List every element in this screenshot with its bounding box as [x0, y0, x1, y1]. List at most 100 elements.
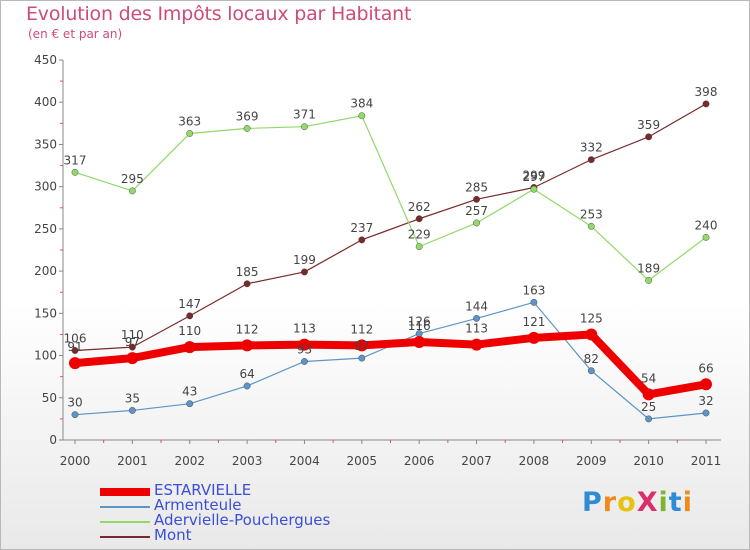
logo-letter: X — [636, 487, 659, 518]
data-label: 371 — [293, 108, 316, 122]
data-point — [301, 358, 308, 365]
data-point — [358, 112, 366, 120]
legend-label: ESTARVIELLE — [154, 481, 252, 499]
data-point — [702, 233, 710, 241]
data-label: 125 — [580, 311, 603, 325]
data-point — [69, 357, 81, 370]
data-label: 384 — [350, 97, 373, 111]
data-label: 229 — [408, 228, 431, 242]
data-point — [183, 341, 196, 354]
data-label: 93 — [297, 342, 312, 356]
legend-swatch — [100, 488, 150, 496]
data-point — [71, 347, 79, 354]
legend-swatch — [100, 506, 150, 508]
data-label: 262 — [408, 200, 431, 214]
data-label: 64 — [239, 367, 254, 381]
data-point — [415, 243, 423, 251]
data-point — [645, 276, 653, 284]
data-label: 97 — [354, 339, 369, 353]
proxiti-logo: ProXiti — [582, 487, 693, 518]
series-line-mont — [74, 103, 707, 352]
data-label: 116 — [408, 319, 431, 333]
data-point — [642, 388, 655, 401]
data-point — [243, 280, 251, 288]
x-tick-label: 2004 — [289, 454, 320, 468]
data-label: 126 — [408, 315, 431, 329]
data-point — [645, 415, 653, 423]
logo-letter: i — [658, 487, 669, 518]
x-tick-label: 2001 — [117, 454, 148, 468]
x-tick-label: 2006 — [404, 454, 435, 468]
data-point — [415, 215, 423, 223]
y-tick-label: 200 — [34, 264, 57, 278]
data-label: 163 — [522, 283, 545, 297]
x-tick-label: 2011 — [691, 454, 722, 468]
x-tick-label: 2000 — [60, 454, 91, 468]
data-label: 43 — [182, 385, 197, 399]
data-point — [530, 185, 538, 193]
data-label: 32 — [698, 394, 713, 408]
data-label: 30 — [67, 396, 82, 410]
data-point — [358, 236, 366, 244]
chart-subtitle: (en € et par an) — [28, 27, 123, 41]
data-label: 121 — [522, 315, 545, 329]
data-point — [413, 336, 426, 349]
data-point — [71, 168, 79, 176]
data-point — [587, 222, 595, 230]
data-point — [71, 411, 79, 419]
data-label: 240 — [695, 218, 718, 232]
y-tick-label: 300 — [34, 180, 57, 194]
y-tick-label: 150 — [34, 306, 57, 320]
x-tick-label: 2002 — [174, 454, 205, 468]
data-point — [530, 298, 538, 306]
logo-letter: t — [668, 487, 683, 518]
data-label: 299 — [522, 169, 545, 183]
x-tick-label: 2008 — [519, 454, 550, 468]
data-label: 82 — [584, 352, 599, 366]
y-tick-label: 100 — [34, 349, 57, 363]
x-tick-label: 2009 — [576, 454, 607, 468]
x-tick-label: 2005 — [347, 454, 378, 468]
data-point — [587, 367, 595, 375]
data-point — [186, 130, 194, 137]
data-point — [585, 328, 598, 341]
data-label: 237 — [350, 221, 373, 235]
y-tick-label: 0 — [49, 433, 57, 447]
data-label: 363 — [178, 114, 201, 128]
data-point — [128, 407, 136, 414]
data-point — [243, 124, 251, 132]
y-tick-label: 400 — [34, 95, 57, 109]
y-tick-label: 450 — [34, 53, 57, 67]
data-label: 189 — [637, 261, 660, 275]
data-point — [355, 339, 368, 352]
data-point — [241, 339, 254, 352]
data-point — [473, 195, 480, 203]
data-label: 199 — [293, 253, 316, 267]
x-tick-label: 2003 — [232, 454, 263, 468]
x-tick-label: 2007 — [461, 454, 492, 468]
data-point — [186, 400, 194, 408]
data-label: 112 — [236, 322, 259, 336]
data-label: 110 — [121, 328, 144, 342]
data-label: 144 — [465, 299, 488, 313]
data-point — [473, 314, 480, 322]
data-point — [470, 338, 483, 351]
logo-letter: i — [682, 487, 693, 518]
data-point — [702, 409, 710, 417]
series-line-adervielle-pouchergues — [74, 115, 707, 281]
data-point — [128, 343, 136, 351]
series-line-estarvielle — [71, 330, 710, 399]
y-tick-label: 50 — [42, 391, 57, 405]
data-point — [298, 338, 311, 351]
data-label: 106 — [64, 331, 87, 345]
data-label: 54 — [641, 371, 656, 385]
data-label: 332 — [580, 141, 603, 155]
chart-title: Evolution des Impôts locaux par Habitant — [26, 3, 412, 25]
data-point — [645, 133, 653, 141]
data-label: 257 — [465, 204, 488, 218]
x-tick-label: 2010 — [633, 454, 664, 468]
legend-label: Armenteule — [154, 496, 242, 514]
data-point — [301, 268, 308, 276]
